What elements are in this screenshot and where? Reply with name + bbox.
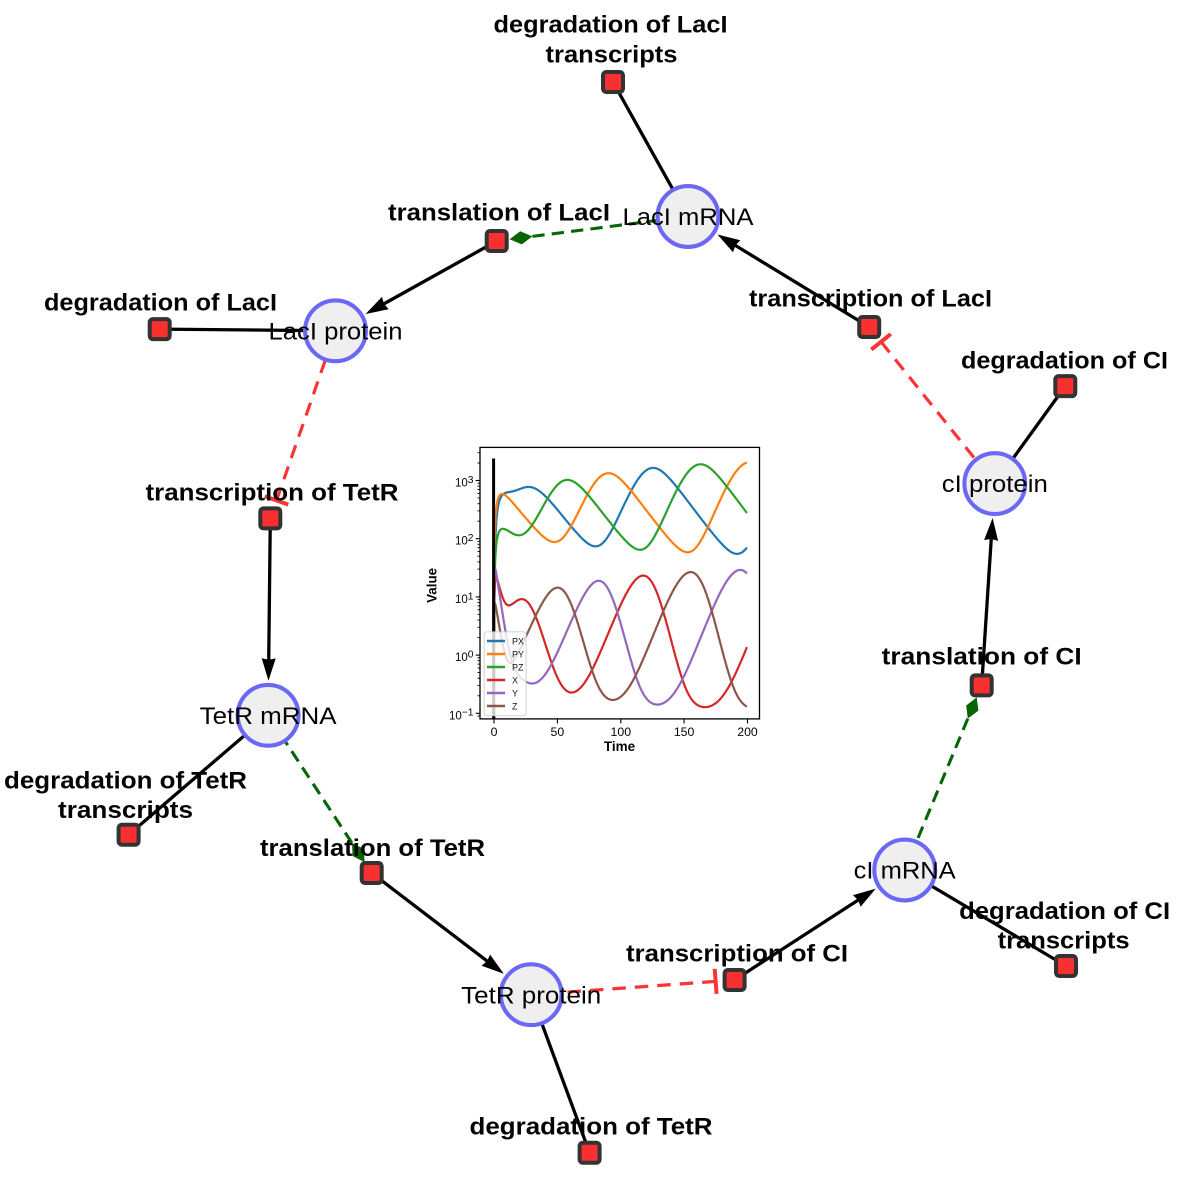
svg-text:200: 200: [737, 725, 758, 739]
svg-text:translation of TetR: translation of TetR: [260, 835, 485, 862]
svg-text:Y: Y: [512, 688, 518, 698]
svg-text:100: 100: [455, 650, 474, 665]
svg-text:transcripts: transcripts: [998, 927, 1130, 954]
svg-text:TetR mRNA: TetR mRNA: [200, 703, 337, 730]
svg-text:10−1: 10−1: [449, 708, 474, 723]
svg-text:transcription of TetR: transcription of TetR: [146, 480, 399, 507]
svg-text:transcription of LacI: transcription of LacI: [749, 286, 992, 313]
svg-text:150: 150: [674, 725, 695, 739]
svg-text:Time: Time: [604, 739, 636, 754]
svg-text:PZ: PZ: [512, 662, 524, 672]
svg-text:transcripts: transcripts: [546, 42, 678, 69]
svg-text:Value: Value: [424, 568, 439, 603]
svg-text:degradation of TetR: degradation of TetR: [4, 768, 247, 795]
svg-text:transcription of CI: transcription of CI: [626, 941, 848, 968]
svg-text:cI protein: cI protein: [942, 471, 1048, 498]
svg-text:degradation of TetR: degradation of TetR: [470, 1114, 713, 1141]
svg-text:X: X: [512, 675, 518, 685]
svg-text:LacI protein: LacI protein: [269, 318, 403, 345]
svg-text:PY: PY: [512, 649, 524, 659]
svg-text:translation of CI: translation of CI: [882, 644, 1082, 671]
svg-text:degradation of CI: degradation of CI: [959, 898, 1170, 925]
svg-text:103: 103: [455, 475, 474, 490]
svg-text:degradation of CI: degradation of CI: [961, 348, 1168, 375]
svg-text:translation of LacI: translation of LacI: [388, 200, 610, 227]
svg-text:102: 102: [455, 533, 474, 548]
svg-text:100: 100: [611, 725, 632, 739]
svg-text:PX: PX: [512, 636, 524, 646]
svg-text:degradation of LacI: degradation of LacI: [494, 12, 728, 39]
svg-text:Z: Z: [512, 701, 518, 711]
svg-text:50: 50: [551, 725, 565, 739]
svg-text:cI mRNA: cI mRNA: [854, 858, 956, 885]
svg-text:transcripts: transcripts: [58, 797, 193, 824]
svg-text:LacI mRNA: LacI mRNA: [623, 204, 754, 231]
svg-text:TetR protein: TetR protein: [461, 982, 601, 1009]
svg-text:101: 101: [455, 591, 474, 606]
svg-text:degradation of LacI: degradation of LacI: [44, 290, 277, 317]
svg-text:0: 0: [491, 725, 498, 739]
